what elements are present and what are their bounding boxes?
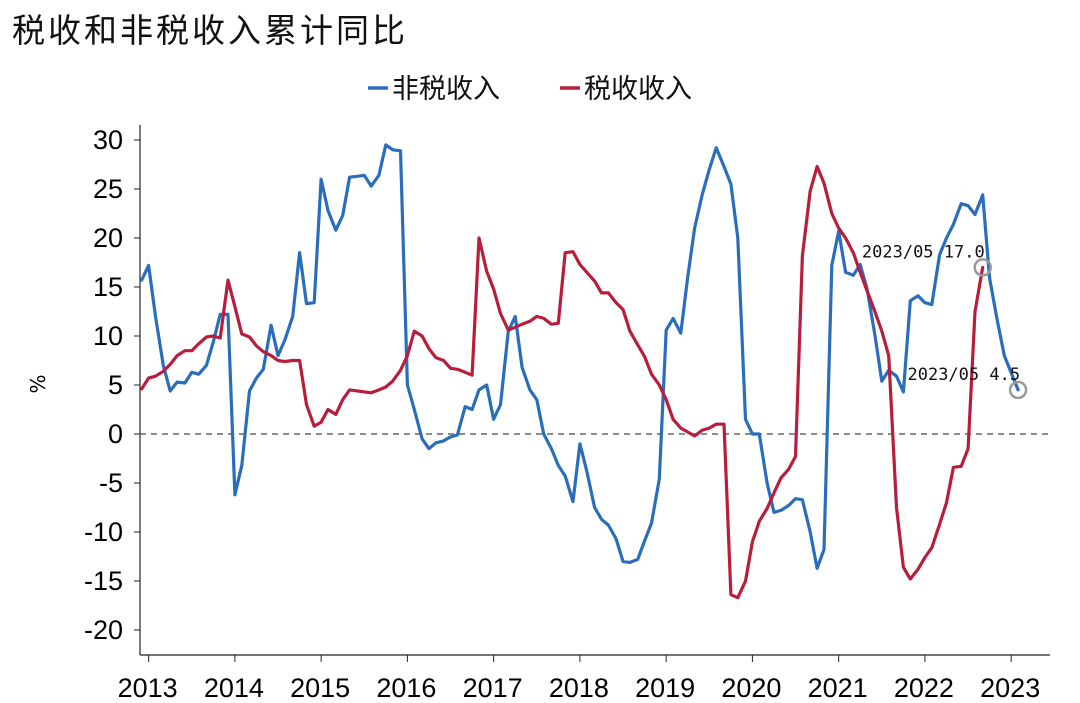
series-line: [140, 164, 985, 600]
y-tick-label: 20: [93, 223, 123, 253]
legend: 非税收入 税收收入: [368, 74, 692, 105]
x-tick-label: 2019: [635, 673, 695, 703]
annotation-label: 2023/05 4.5: [907, 365, 1020, 385]
annotations-group: 2023/05 17.0 2023/05 4.5: [862, 242, 1028, 400]
y-tick-label: -10: [84, 517, 123, 547]
x-tick-label: 2017: [463, 673, 523, 703]
y-tick-label: 0: [108, 419, 123, 449]
x-tick-label: 2014: [204, 673, 264, 703]
x-tick-label: 2018: [549, 673, 609, 703]
y-tick-label: 5: [108, 370, 123, 400]
y-tick-label: 15: [93, 272, 123, 302]
y-axis-label: %: [26, 374, 50, 393]
legend-label: 税收收入: [584, 74, 692, 105]
y-tick-label: -20: [84, 615, 123, 645]
series-lines: [140, 143, 1020, 600]
x-tick-label: 2021: [808, 673, 868, 703]
y-tick-label: 30: [93, 125, 123, 155]
y-tick-label: 10: [93, 321, 123, 351]
x-tick-label: 2023: [980, 673, 1040, 703]
y-tick-label: -15: [84, 566, 123, 596]
x-tick-label: 2013: [118, 673, 178, 703]
annotation-label: 2023/05 17.0: [862, 242, 985, 262]
legend-label: 非税收入: [392, 74, 500, 105]
chart-title: 税收和非税收入累计同比: [12, 11, 408, 50]
y-tick-label: -5: [99, 468, 123, 498]
x-tick-label: 2020: [721, 673, 781, 703]
annotation-marker: [973, 258, 992, 277]
y-tick-label: 25: [93, 174, 123, 204]
x-tick-label: 2022: [894, 673, 954, 703]
x-tick-label: 2015: [290, 673, 350, 703]
annotation-marker: [1008, 380, 1028, 400]
x-tick-label: 2016: [376, 673, 436, 703]
